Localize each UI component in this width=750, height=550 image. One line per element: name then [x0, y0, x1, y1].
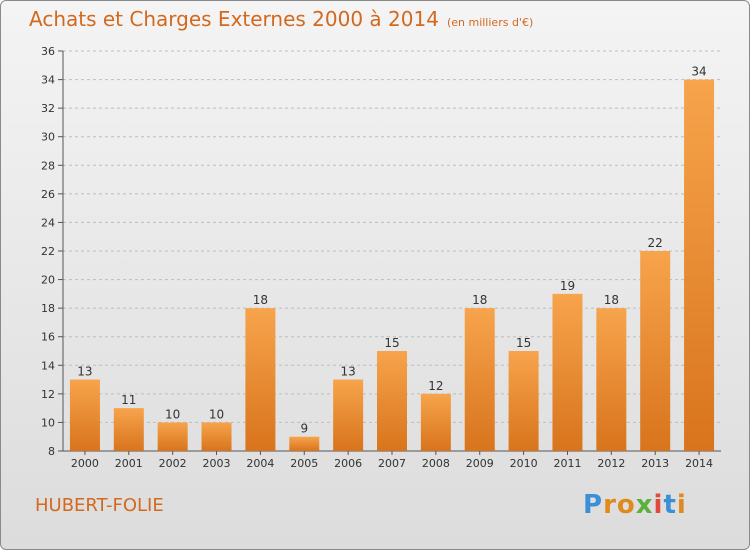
data-label-2008: 12 — [428, 379, 443, 393]
x-tick-label-2011: 2011 — [553, 457, 581, 470]
chart-title-text: Achats et Charges Externes 2000 à 2014 — [29, 7, 439, 31]
logo-letter: r — [603, 490, 617, 520]
data-label-2011: 19 — [560, 279, 575, 293]
place-name: HUBERT-FOLIE — [35, 495, 164, 516]
x-tick-label-2010: 2010 — [510, 457, 538, 470]
data-label-2003: 10 — [209, 407, 224, 421]
logo-letter: x — [635, 490, 654, 520]
bar-2006 — [333, 379, 364, 451]
logo-letter: o — [616, 490, 636, 520]
data-label-2012: 18 — [604, 293, 619, 307]
logo-letter: i — [653, 490, 664, 520]
x-tick-label-2005: 2005 — [290, 457, 318, 470]
y-tick-label: 24 — [41, 216, 55, 229]
y-tick-label: 14 — [41, 359, 55, 372]
y-tick-labels: 8 10 12 14 16 18 20 22 24 26 28 30 32 34 36 — [41, 45, 55, 458]
x-tick-label-2003: 2003 — [203, 457, 231, 470]
bar-2005 — [289, 436, 320, 451]
bar-2011 — [552, 293, 583, 451]
y-tick-label: 22 — [41, 245, 55, 258]
data-label-2013: 22 — [648, 236, 663, 250]
x-tick-labels: 2000 2001 2002 2003 2004 2005 2006 2007 2008 2009… — [71, 457, 713, 470]
x-tick-label-2014: 2014 — [685, 457, 713, 470]
bar-2013 — [640, 251, 671, 451]
logo-letter: t — [663, 490, 677, 520]
data-label-2007: 15 — [384, 336, 399, 350]
data-label-2006: 13 — [340, 365, 355, 379]
bar-2008 — [420, 393, 451, 451]
x-tick-label-2007: 2007 — [378, 457, 406, 470]
bar-2003 — [201, 422, 232, 451]
data-label-2010: 15 — [516, 336, 531, 350]
proxiti-logo[interactable]: Proxiti — [583, 490, 687, 520]
y-tick-label: 12 — [41, 388, 55, 401]
bar-2007 — [377, 351, 407, 451]
data-label-2001: 11 — [121, 393, 136, 407]
data-label-2014: 34 — [691, 65, 706, 79]
data-label-2005: 9 — [300, 422, 308, 436]
x-tick-label-2002: 2002 — [159, 457, 187, 470]
bar-2014 — [684, 79, 715, 452]
y-tick-label: 8 — [48, 445, 55, 458]
x-tick-label-2001: 2001 — [115, 457, 143, 470]
data-label-2004: 18 — [253, 293, 268, 307]
bar-2000 — [69, 379, 100, 451]
data-label-2002: 10 — [165, 407, 180, 421]
data-label-2000: 13 — [77, 365, 92, 379]
y-tick-label: 26 — [41, 188, 55, 201]
logo-letter: P — [583, 490, 604, 520]
y-tick-label: 32 — [41, 102, 55, 115]
chart-title: Achats et Charges Externes 2000 à 2014 (e… — [29, 7, 533, 31]
bar-2012 — [596, 308, 627, 451]
y-tick-label: 36 — [41, 45, 55, 58]
x-tick-label-2000: 2000 — [71, 457, 99, 470]
x-tick-label-2012: 2012 — [597, 457, 625, 470]
data-label-2009: 18 — [472, 293, 487, 307]
y-tick-label: 28 — [41, 159, 55, 172]
y-tick-label: 10 — [41, 416, 55, 429]
y-tick-label: 20 — [41, 274, 55, 287]
bar-2001 — [113, 408, 144, 451]
bar-2010 — [508, 351, 539, 451]
y-tick-label: 34 — [41, 74, 55, 87]
bar-2004 — [245, 308, 276, 451]
x-tick-label-2013: 2013 — [641, 457, 669, 470]
bar-2009 — [464, 308, 495, 451]
y-tick-label: 30 — [41, 131, 55, 144]
x-tick-label-2008: 2008 — [422, 457, 450, 470]
bar-2002 — [157, 422, 188, 451]
chart-subtitle: (en milliers d'€) — [446, 16, 534, 29]
y-tick-label: 16 — [41, 331, 55, 344]
x-tick-label-2009: 2009 — [466, 457, 494, 470]
bars — [69, 79, 715, 452]
x-tick-label-2004: 2004 — [246, 457, 274, 470]
data-labels: 13 11 10 10 18 9 13 15 12 18 15 19 18 22 34 — [77, 65, 706, 436]
x-tick-label-2006: 2006 — [334, 457, 362, 470]
y-tick-label: 18 — [41, 302, 55, 315]
logo-letter: i — [676, 490, 687, 520]
